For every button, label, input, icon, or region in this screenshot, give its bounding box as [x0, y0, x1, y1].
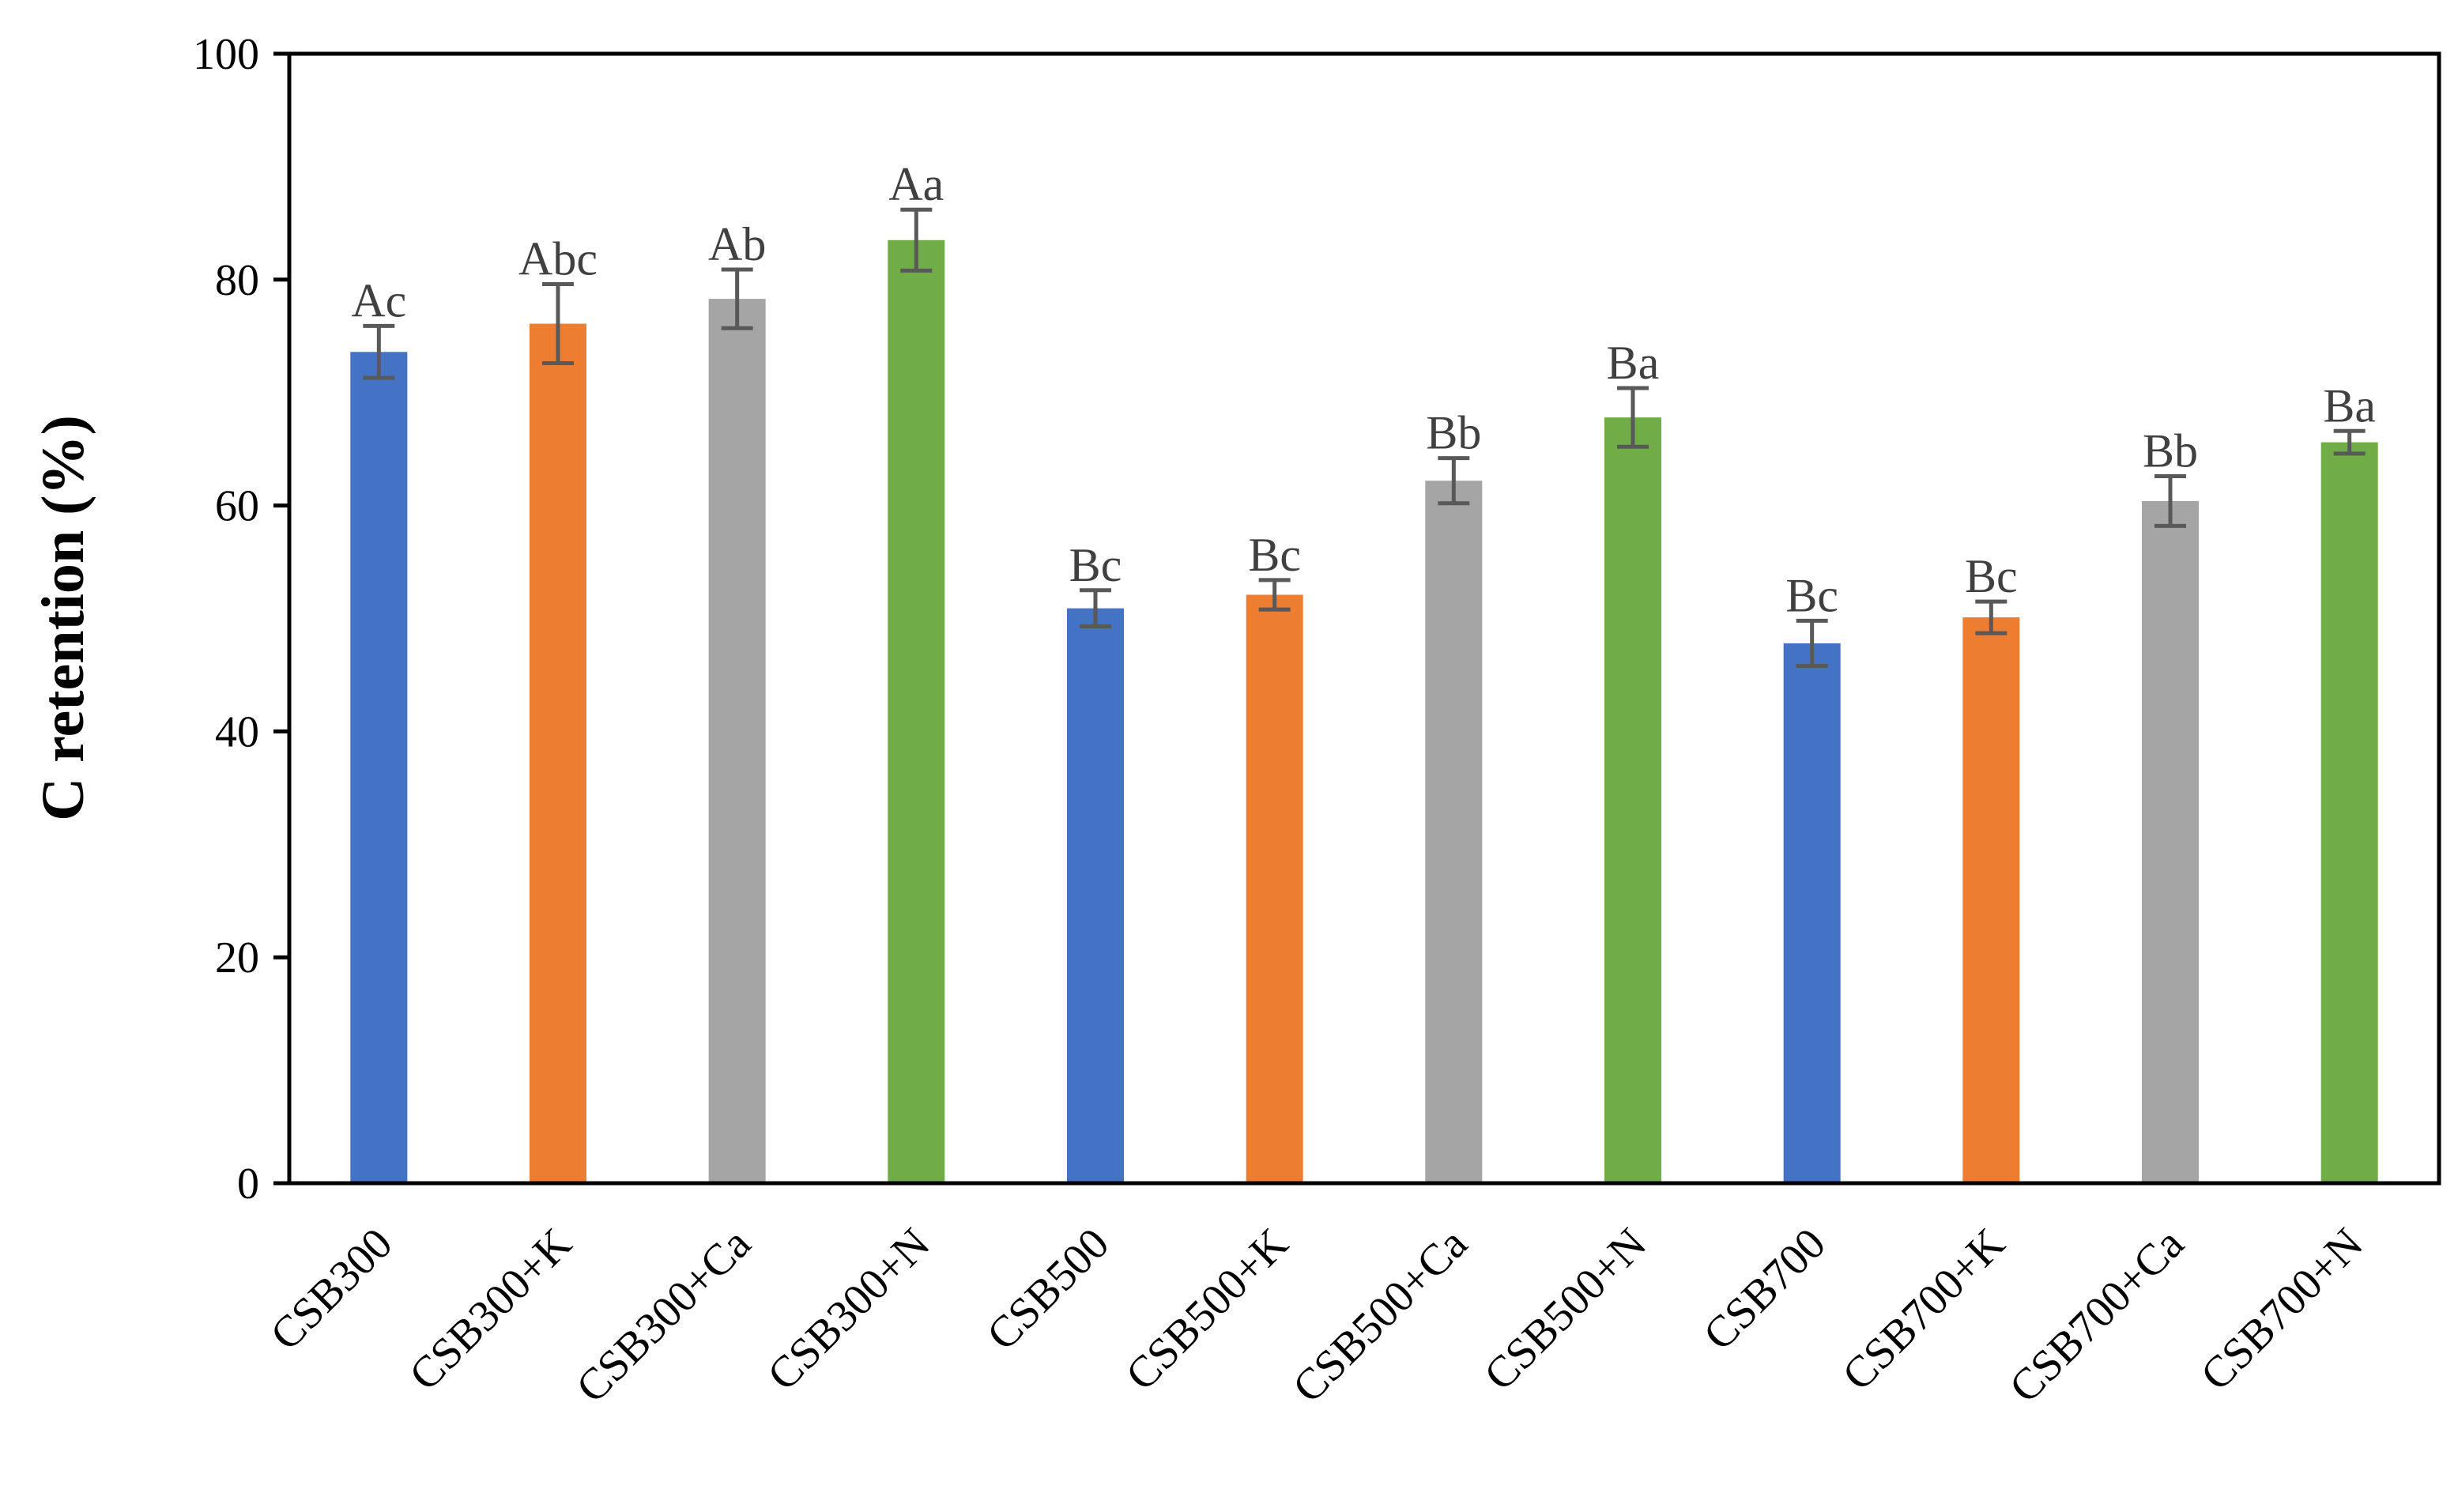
- bars-layer: Ac Abc Ab Aa Bc Bc Bb Ba Bc Bc Bb Ba: [350, 158, 2378, 1184]
- x-tick-label-1: CSB300+K: [400, 1219, 581, 1400]
- x-tick-label-11: CSB700+N: [2192, 1219, 2373, 1400]
- y-tick-label-5: 100: [193, 30, 259, 79]
- data-label-0: Ac: [351, 274, 406, 326]
- bar-11: [2320, 442, 2378, 1183]
- data-label-9: Bc: [1965, 550, 2018, 602]
- bar-7: [1604, 417, 1661, 1183]
- x-tick-label-4: CSB500: [978, 1219, 1118, 1359]
- data-label-10: Bb: [2143, 424, 2198, 477]
- bar-4: [1067, 608, 1124, 1183]
- y-axis-title: C retention (%): [30, 415, 96, 821]
- bar-9: [1962, 617, 2020, 1183]
- x-tick-label-3: CSB300+N: [759, 1219, 940, 1400]
- data-label-6: Bb: [1426, 407, 1481, 459]
- x-tick-label-10: CSB700+Ca: [2000, 1219, 2194, 1412]
- x-tick-label-2: CSB300+Ca: [567, 1219, 760, 1412]
- plot-frame: [287, 51, 2441, 1186]
- bar-6: [1425, 481, 1483, 1183]
- bar-10: [2142, 500, 2199, 1183]
- y-tick-label-1: 20: [215, 933, 259, 982]
- data-label-5: Bc: [1248, 529, 1301, 581]
- bar-1: [530, 323, 586, 1183]
- data-label-3: Aa: [888, 158, 944, 210]
- data-label-7: Ba: [1607, 337, 1660, 389]
- x-tick-label-9: CSB700+K: [1834, 1219, 2015, 1400]
- x-tick-label-5: CSB500+K: [1117, 1219, 1298, 1400]
- bar-8: [1783, 643, 1841, 1183]
- bar-2: [708, 299, 766, 1183]
- y-tick-label-4: 80: [215, 256, 259, 305]
- y-tick-label-2: 40: [215, 707, 259, 756]
- bar-3: [888, 239, 945, 1183]
- data-label-11: Ba: [2323, 379, 2376, 432]
- x-tick-label-8: CSB700: [1695, 1219, 1835, 1359]
- bar-0: [350, 352, 408, 1184]
- x-tick-label-7: CSB500+N: [1475, 1219, 1656, 1400]
- data-label-1: Abc: [518, 233, 598, 285]
- y-tick-label-0: 0: [237, 1159, 259, 1208]
- bar-5: [1246, 594, 1303, 1183]
- y-tick-label-3: 60: [215, 482, 259, 531]
- data-label-4: Bc: [1069, 539, 1122, 591]
- data-label-8: Bc: [1785, 569, 1838, 621]
- x-tick-label-0: CSB300: [261, 1219, 401, 1359]
- x-tick-label-6: CSB500+Ca: [1284, 1219, 1477, 1412]
- data-label-2: Ab: [708, 218, 766, 270]
